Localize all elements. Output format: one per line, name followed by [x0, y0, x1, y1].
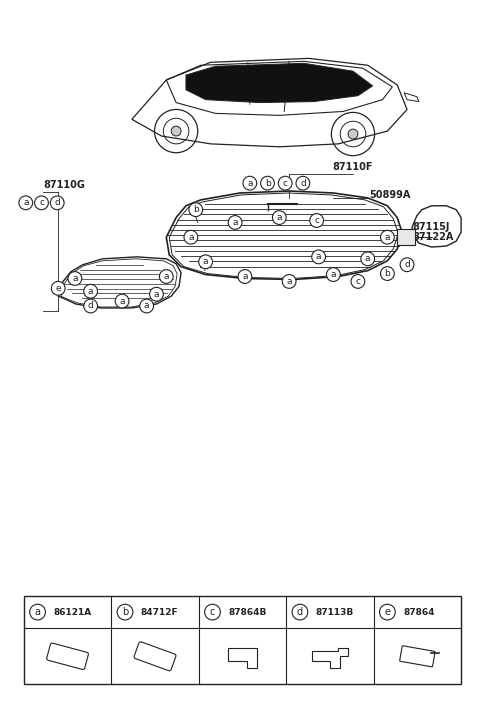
Text: c: c: [314, 216, 319, 225]
Text: c: c: [210, 607, 215, 617]
Text: b: b: [264, 178, 270, 188]
Circle shape: [310, 214, 324, 228]
Text: 87113B: 87113B: [316, 608, 354, 616]
Text: a: a: [35, 607, 41, 617]
Circle shape: [243, 176, 257, 190]
Circle shape: [381, 267, 394, 281]
Text: b: b: [122, 607, 128, 617]
Text: d: d: [297, 607, 303, 617]
Text: a: a: [144, 302, 149, 310]
Text: a: a: [287, 277, 292, 286]
Circle shape: [171, 126, 181, 136]
Circle shape: [50, 196, 64, 210]
Text: a: a: [72, 274, 78, 283]
Text: d: d: [404, 260, 410, 269]
Circle shape: [351, 275, 365, 289]
Circle shape: [380, 604, 395, 620]
Circle shape: [51, 281, 65, 295]
Text: a: a: [188, 233, 193, 241]
Circle shape: [140, 299, 154, 313]
Circle shape: [84, 284, 97, 298]
Circle shape: [35, 196, 48, 210]
Text: 86121A: 86121A: [53, 608, 92, 616]
Circle shape: [278, 176, 292, 190]
Text: a: a: [232, 218, 238, 227]
Circle shape: [296, 176, 310, 190]
Text: a: a: [164, 272, 169, 281]
Circle shape: [150, 287, 163, 301]
Text: a: a: [384, 233, 390, 241]
Text: 87864: 87864: [403, 608, 434, 616]
Text: d: d: [54, 199, 60, 207]
Text: b: b: [384, 269, 390, 278]
Circle shape: [189, 203, 203, 217]
Text: 87115J: 87115J: [412, 223, 449, 232]
Text: 87110G: 87110G: [44, 180, 85, 190]
FancyBboxPatch shape: [397, 229, 415, 245]
Text: b: b: [193, 205, 199, 214]
Polygon shape: [186, 63, 372, 103]
Circle shape: [261, 176, 275, 190]
Text: 87110F: 87110F: [333, 162, 373, 173]
Text: c: c: [355, 277, 360, 286]
Circle shape: [348, 129, 358, 139]
Text: a: a: [365, 254, 371, 263]
Text: a: a: [23, 199, 28, 207]
Circle shape: [326, 268, 340, 281]
Circle shape: [159, 270, 173, 283]
Text: c: c: [39, 199, 44, 207]
Text: 84712F: 84712F: [141, 608, 179, 616]
Circle shape: [204, 604, 220, 620]
Circle shape: [117, 604, 133, 620]
Text: a: a: [242, 272, 248, 281]
Circle shape: [19, 196, 33, 210]
Text: a: a: [316, 252, 322, 262]
Circle shape: [184, 231, 198, 244]
Circle shape: [312, 250, 325, 264]
Text: 87864B: 87864B: [228, 608, 266, 616]
Text: 87122A: 87122A: [412, 232, 453, 242]
Text: 50899A: 50899A: [370, 190, 411, 200]
Circle shape: [199, 255, 213, 269]
Text: a: a: [331, 270, 336, 279]
Circle shape: [381, 231, 394, 244]
Circle shape: [400, 258, 414, 272]
Circle shape: [238, 270, 252, 283]
Circle shape: [292, 604, 308, 620]
Text: a: a: [247, 178, 252, 188]
Text: a: a: [88, 287, 94, 296]
Text: d: d: [300, 178, 306, 188]
Circle shape: [115, 294, 129, 308]
Text: a: a: [154, 290, 159, 299]
Text: d: d: [88, 302, 94, 310]
Circle shape: [228, 215, 242, 229]
Circle shape: [68, 272, 82, 286]
Text: c: c: [283, 178, 288, 188]
Text: a: a: [120, 297, 125, 305]
Circle shape: [30, 604, 46, 620]
Text: a: a: [203, 257, 208, 266]
Circle shape: [273, 211, 286, 225]
Text: a: a: [276, 213, 282, 222]
Circle shape: [361, 252, 374, 265]
Circle shape: [84, 299, 97, 313]
Text: e: e: [55, 283, 61, 293]
Text: e: e: [384, 607, 390, 617]
Circle shape: [282, 275, 296, 289]
